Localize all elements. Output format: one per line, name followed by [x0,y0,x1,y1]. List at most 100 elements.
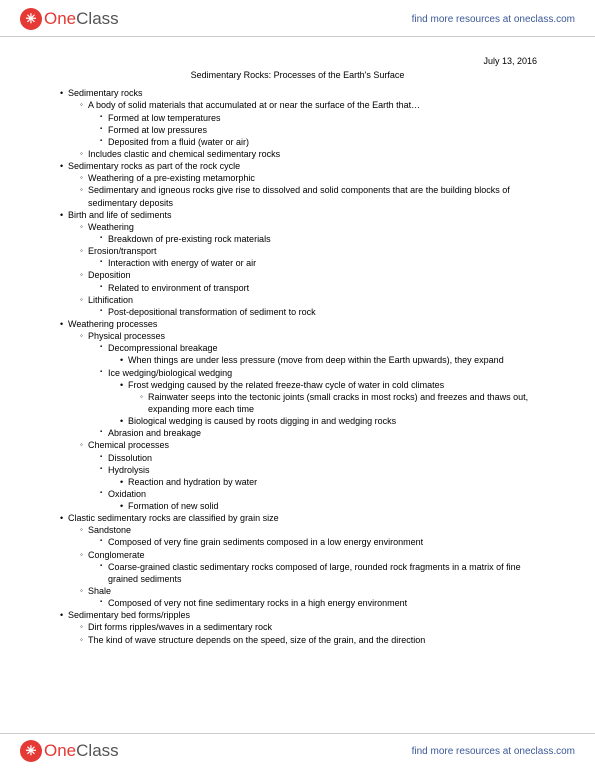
outline-item: Clastic sedimentary rocks are classified… [58,512,537,609]
outline-item-text: Clastic sedimentary rocks are classified… [68,513,279,523]
outline-item-text: Physical processes [88,331,165,341]
outline-item-text: Sedimentary and igneous rocks give rise … [88,185,510,207]
outline-item: Post-depositional transformation of sedi… [98,306,537,318]
outline-item: ConglomerateCoarse-grained clastic sedim… [78,549,537,585]
outline-item-text: The kind of wave structure depends on th… [88,635,425,645]
outline-item: Includes clastic and chemical sedimentar… [78,148,537,160]
outline-level-3: Breakdown of pre-existing rock materials [98,233,537,245]
outline-level-2: Dirt forms ripples/waves in a sedimentar… [78,621,537,645]
outline-item-text: Biological wedging is caused by roots di… [128,416,396,426]
outline-item-text: Chemical processes [88,440,169,450]
outline-item: Dissolution [98,452,537,464]
outline-item-text: A body of solid materials that accumulat… [88,100,420,110]
outline-level-4: When things are under less pressure (mov… [118,354,537,366]
outline-item: Sedimentary bed forms/ripples Dirt forms … [58,609,537,645]
outline-level-5: Rainwater seeps into the tectonic joints… [138,391,537,415]
outline-item-text: Sedimentary bed forms/ripples [68,610,190,620]
outline-item: When things are under less pressure (mov… [118,354,537,366]
outline-item: HydrolysisReaction and hydration by wate… [98,464,537,488]
outline-item-text: Deposition [88,270,131,280]
header: ✳ OneClass find more resources at onecla… [0,0,595,37]
outline-level-3: Formed at low temperaturesFormed at low … [98,112,537,148]
outline-item: Sedimentary rocks A body of solid materia… [58,87,537,160]
outline-item: Ice wedging/biological wedging Frost wedg… [98,367,537,428]
outline-item-text: Interaction with energy of water or air [108,258,256,268]
outline-item-text: When things are under less pressure (mov… [128,355,504,365]
footer-link[interactable]: find more resources at oneclass.com [412,746,575,757]
outline-level-3: Composed of very not fine sedimentary ro… [98,597,537,609]
outline-item-text: Shale [88,586,111,596]
outline-item-text: Formed at low temperatures [108,113,221,123]
outline-item-text: Sedimentary rocks [68,88,143,98]
outline: Sedimentary rocks A body of solid materia… [58,87,537,645]
outline-item-text: Weathering of a pre-existing metamorphic [88,173,255,183]
outline-item-text: Sedimentary rocks as part of the rock cy… [68,161,240,171]
outline-item: Dirt forms ripples/waves in a sedimentar… [78,621,537,633]
outline-item: SandstoneComposed of very fine grain sed… [78,524,537,548]
footer: ✳ OneClass find more resources at onecla… [0,733,595,770]
logo-icon-glyph: ✳ [26,11,37,27]
outline-item-text: Decompressional breakage [108,343,218,353]
outline-item: Rainwater seeps into the tectonic joints… [138,391,537,415]
outline-item-text: Dissolution [108,453,152,463]
outline-level-2: Physical processesDecompressional breaka… [78,330,537,512]
outline-item: Weathering processesPhysical processesDe… [58,318,537,512]
outline-item-text: Oxidation [108,489,146,499]
logo-text: OneClass [44,741,119,761]
outline-item-text: Breakdown of pre-existing rock materials [108,234,271,244]
outline-item: Deposition Related to environment of tran… [78,269,537,293]
footer-logo: ✳ OneClass [20,740,119,762]
outline-item-text: Rainwater seeps into the tectonic joints… [148,392,528,414]
outline-item-text: Sandstone [88,525,131,535]
outline-level-3: Post-depositional transformation of sedi… [98,306,537,318]
outline-item: The kind of wave structure depends on th… [78,634,537,646]
outline-item: Sedimentary and igneous rocks give rise … [78,184,537,208]
document-date: July 13, 2016 [58,55,537,67]
outline-level-2: WeatheringBreakdown of pre-existing rock… [78,221,537,318]
outline-item-text: Dirt forms ripples/waves in a sedimentar… [88,622,272,632]
outline-item-text: Erosion/transport [88,246,157,256]
outline-level-4: Frost wedging caused by the related free… [118,379,537,428]
outline-item-text: Birth and life of sediments [68,210,172,220]
outline-level-4: Formation of new solid [118,500,537,512]
outline-level-3: Interaction with energy of water or air [98,257,537,269]
outline-item: Frost wedging caused by the related free… [118,379,537,415]
outline-item-text: Related to environment of transport [108,283,249,293]
outline-item-text: Composed of very not fine sedimentary ro… [108,598,407,608]
document-title: Sedimentary Rocks: Processes of the Eart… [58,69,537,81]
outline-item: Biological wedging is caused by roots di… [118,415,537,427]
logo-icon-glyph: ✳ [26,743,37,759]
header-link[interactable]: find more resources at oneclass.com [412,14,575,25]
outline-item-text: Conglomerate [88,550,145,560]
outline-item: Coarse-grained clastic sedimentary rocks… [98,561,537,585]
outline-item: Shale Composed of very not fine sedimenta… [78,585,537,609]
outline-item-text: Weathering processes [68,319,157,329]
outline-item: Formation of new solid [118,500,537,512]
outline-level-3: Related to environment of transport [98,282,537,294]
logo-text: OneClass [44,9,119,29]
outline-item-text: Formation of new solid [128,501,219,511]
outline-item: Breakdown of pre-existing rock materials [98,233,537,245]
logo-text-one: One [44,9,76,28]
outline-item: Physical processesDecompressional breaka… [78,330,537,439]
outline-item-text: Post-depositional transformation of sedi… [108,307,316,317]
logo-icon: ✳ [20,8,42,30]
outline-item: Lithification Post-depositional transform… [78,294,537,318]
outline-item: Decompressional breakage When things are … [98,342,537,366]
outline-item: Weathering of a pre-existing metamorphic [78,172,537,184]
outline-item-text: Abrasion and breakage [108,428,201,438]
logo-icon: ✳ [20,740,42,762]
outline-item-text: Deposited from a fluid (water or air) [108,137,249,147]
outline-item-text: Ice wedging/biological wedging [108,368,232,378]
outline-item: Composed of very fine grain sediments co… [98,536,537,548]
outline-item-text: Hydrolysis [108,465,150,475]
document-content: July 13, 2016 Sedimentary Rocks: Process… [0,37,595,654]
outline-item-text: Frost wedging caused by the related free… [128,380,444,390]
outline-item-text: Lithification [88,295,133,305]
outline-item-text: Includes clastic and chemical sedimentar… [88,149,280,159]
outline-level-2: A body of solid materials that accumulat… [78,99,537,160]
logo-text-class: Class [76,9,119,28]
outline-item: Chemical processes DissolutionHydrolysisR… [78,439,537,512]
outline-item: Birth and life of sedimentsWeatheringBre… [58,209,537,318]
outline-item: A body of solid materials that accumulat… [78,99,537,148]
